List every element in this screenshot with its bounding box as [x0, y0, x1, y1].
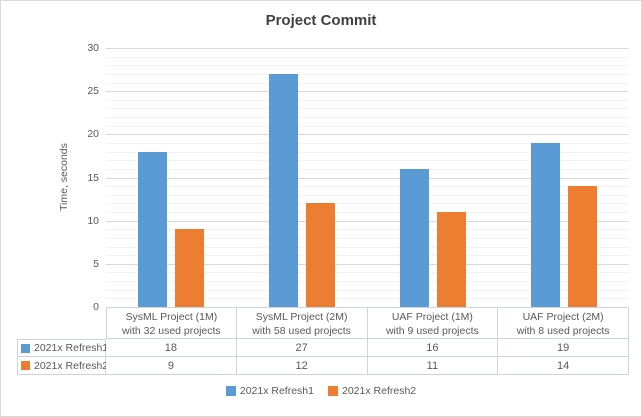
- table-value-cell: 27: [236, 339, 368, 357]
- minor-gridline: [106, 99, 629, 101]
- minor-gridline: [106, 246, 629, 248]
- table-category-header: UAF Project (1M) with 9 used projects: [367, 307, 499, 339]
- legend-item: 2021x Refresh2: [328, 385, 416, 397]
- major-gridline: [106, 48, 629, 49]
- table-value-cell: 12: [236, 357, 368, 375]
- minor-gridline: [106, 108, 629, 110]
- y-tick-label: 10: [87, 214, 99, 227]
- minor-gridline: [106, 125, 629, 127]
- major-gridline: [106, 177, 629, 179]
- legend-item: 2021x Refresh1: [225, 385, 314, 397]
- series-key-square-icon: [21, 343, 30, 353]
- bar-series1-cat4: [530, 142, 560, 307]
- chart-title: Project Commit: [265, 12, 377, 29]
- major-gridline: [106, 263, 629, 265]
- minor-gridline: [106, 212, 629, 214]
- major-gridline: [106, 220, 629, 222]
- category-header-line1: SysML Project (2M): [255, 311, 348, 323]
- table-value-cell: 11: [367, 357, 499, 375]
- minor-gridline: [106, 281, 629, 283]
- y-tick-label: 30: [87, 42, 99, 54]
- table-value-cell: 9: [106, 357, 237, 375]
- legend-label: 2021x Refresh1: [239, 385, 314, 397]
- table-value-cell: 16: [367, 339, 499, 357]
- minor-gridline: [106, 160, 629, 162]
- bar-series1-cat2: [269, 73, 299, 307]
- bar-series2-cat1: [175, 229, 205, 307]
- bar-series1-cat1: [138, 151, 168, 307]
- category-header-line1: UAF Project (1M): [391, 311, 473, 323]
- minor-gridline: [106, 117, 629, 119]
- y-tick-label: 15: [87, 171, 99, 184]
- minor-gridline: [106, 237, 629, 239]
- bar-series2-cat3: [436, 212, 466, 307]
- minor-gridline: [106, 168, 629, 170]
- data-table: SysML Project (1M) with 32 used projects S…: [17, 307, 629, 375]
- chart-legend: 2021x Refresh1 2021x Refresh2: [1, 385, 641, 397]
- category-header-line1: UAF Project (2M): [522, 311, 604, 323]
- table-series-label: 2021x Refresh1: [17, 339, 109, 357]
- minor-gridline: [106, 142, 629, 144]
- minor-gridline: [106, 82, 629, 84]
- category-header-line1: SysML Project (1M): [125, 311, 218, 323]
- plot-area: [106, 48, 629, 307]
- legend-swatch-icon: [328, 386, 338, 396]
- y-tick-label: 0: [93, 301, 99, 313]
- minor-gridline: [106, 272, 629, 274]
- minor-gridline: [106, 186, 629, 188]
- minor-gridline: [106, 194, 629, 196]
- minor-gridline: [106, 229, 629, 231]
- legend-label: 2021x Refresh2: [342, 385, 417, 397]
- minor-gridline: [106, 255, 629, 257]
- table-category-header: SysML Project (2M) with 58 used projects: [236, 307, 368, 339]
- category-header-line2: with 58 used projects: [252, 325, 351, 337]
- minor-gridline: [106, 65, 629, 67]
- minor-gridline: [106, 298, 629, 300]
- bar-series2-cat4: [567, 186, 597, 307]
- category-header-line2: with 9 used projects: [385, 325, 479, 337]
- series-name: 2021x Refresh1: [34, 342, 109, 354]
- major-gridline: [106, 134, 629, 136]
- minor-gridline: [106, 151, 629, 153]
- table-value-cell: 14: [498, 357, 629, 375]
- y-tick-label: 5: [93, 257, 99, 270]
- y-tick-label: 20: [87, 128, 99, 141]
- bar-series1-cat3: [399, 168, 429, 307]
- table-category-header: UAF Project (2M) with 8 used projects: [498, 307, 629, 339]
- series-key-square-icon: [21, 361, 30, 370]
- minor-gridline: [106, 289, 629, 291]
- table-series-label: 2021x Refresh2: [17, 357, 109, 375]
- series-name: 2021x Refresh2: [34, 359, 109, 372]
- minor-gridline: [106, 203, 629, 205]
- table-category-header: SysML Project (1M) with 32 used projects: [106, 307, 237, 339]
- category-header-line2: with 8 used projects: [516, 325, 610, 337]
- y-tick-label: 25: [87, 85, 99, 98]
- table-corner-cell: [17, 307, 106, 339]
- minor-gridline: [106, 73, 629, 75]
- category-header-line2: with 32 used projects: [122, 325, 221, 337]
- table-value-cell: 19: [498, 339, 629, 357]
- bar-series2-cat2: [306, 203, 336, 307]
- table-value-cell: 18: [106, 339, 237, 357]
- minor-gridline: [106, 56, 629, 58]
- legend-swatch-icon: [225, 386, 236, 396]
- major-gridline: [106, 91, 629, 93]
